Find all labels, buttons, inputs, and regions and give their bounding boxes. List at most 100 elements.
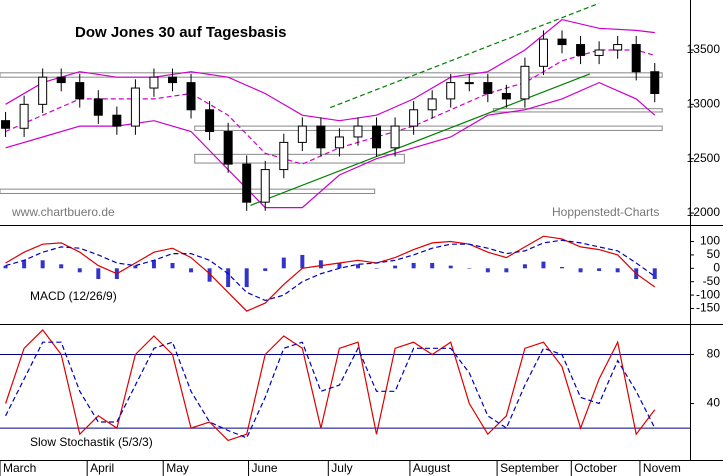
candle-body [483,82,493,94]
x-tick-label: July [331,461,352,475]
histogram-bar [615,268,620,273]
candle-body [501,92,511,100]
candle-body [334,136,344,149]
histogram-bar [226,268,231,288]
candle-body [613,44,623,51]
y-tick-label: 100 [700,234,720,248]
candle-body [316,125,326,149]
histogram-bar [374,268,379,269]
histogram-bar [96,268,101,280]
histogram-bar [207,268,212,282]
zone [492,108,663,113]
histogram-bar [448,265,453,269]
indicator-line [5,235,656,312]
histogram-bar [3,265,8,269]
histogram-bar [411,262,416,269]
candle-body [576,44,586,56]
x-tick-label: May [166,461,189,475]
histogram-bar [578,268,583,273]
x-tick-label: September [500,461,559,475]
histogram-bar [133,265,138,269]
candle-body [372,125,382,149]
histogram-bar [318,260,323,269]
candle-body [19,103,29,129]
candle-body [186,82,196,111]
histogram-bar [467,268,472,269]
candle-body [650,71,660,94]
panel-title: MACD (12/26/9) [30,289,117,303]
candle-body [242,163,252,203]
candle-body [75,82,85,100]
x-tick-label: Novem [643,461,681,475]
histogram-bar [244,268,249,288]
indicator-line [5,341,656,439]
candle-body [168,76,177,84]
y-tick-label: -150 [696,301,720,315]
histogram-bar [522,264,527,269]
candle-body [390,125,400,149]
histogram-bar [541,261,546,269]
histogram-bar [77,268,82,273]
histogram-bar [263,268,268,271]
watermark: www.chartbuero.de [11,205,115,219]
candle-body [130,87,140,127]
histogram-bar [652,268,657,280]
zone [194,125,663,131]
x-tick-label: April [90,461,114,475]
histogram-bar [170,262,175,269]
histogram-bar [504,268,509,273]
y-tick-label: 50 [707,247,721,261]
y-tick-label: 12000 [687,205,721,219]
y-tick-label: 0 [713,260,720,274]
overlay-line [329,2,600,109]
candle-body [631,44,641,73]
candle-body [260,169,270,203]
histogram-bar [560,266,565,269]
histogram-bar [151,260,156,269]
histogram-bar [597,268,602,271]
x-tick-label: October [574,461,617,475]
candle-body [520,65,530,100]
candle-body [297,125,307,143]
candle-body [93,98,103,116]
histogram-bar [355,264,360,269]
zone [0,72,663,78]
candle-body [464,82,474,85]
candle-body [56,76,66,84]
indicator-line [5,239,656,302]
y-tick-label: -100 [696,287,720,301]
source: Hoppenstedt-Charts [552,205,659,219]
x-tick-label: June [252,461,278,475]
candle-body [353,125,363,138]
histogram-bar [393,265,398,269]
candle-body [223,131,233,165]
candle-body [279,141,289,171]
candle-body [38,76,48,105]
candle-body [1,120,11,129]
candle-body [149,76,159,89]
y-tick-label: 13000 [687,97,721,111]
chart-title: Dow Jones 30 auf Tagesbasis [75,24,286,41]
zone [0,188,376,194]
histogram-bar [59,264,64,269]
candle-body [557,38,567,46]
candle-body [446,82,456,100]
candle-body [205,109,215,133]
y-tick-label: 12500 [687,151,721,165]
histogram-bar [22,260,27,269]
overlay-line [5,18,655,122]
histogram-bar [485,268,490,273]
x-tick-label: March [3,461,36,475]
histogram-bar [40,260,45,269]
y-tick-label: -50 [703,274,721,288]
overlay-line [250,73,591,206]
candle-body [427,98,437,111]
candle-body [112,114,122,127]
candle-body [409,109,419,127]
histogram-bar [337,262,342,269]
y-tick-label: 13500 [687,42,721,56]
histogram-bar [430,262,435,269]
y-tick-label: 40 [707,396,721,410]
